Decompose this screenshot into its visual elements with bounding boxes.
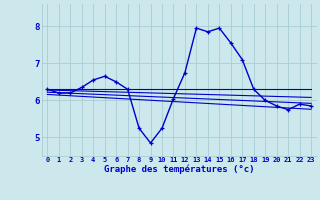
X-axis label: Graphe des températures (°c): Graphe des températures (°c) bbox=[104, 165, 254, 174]
